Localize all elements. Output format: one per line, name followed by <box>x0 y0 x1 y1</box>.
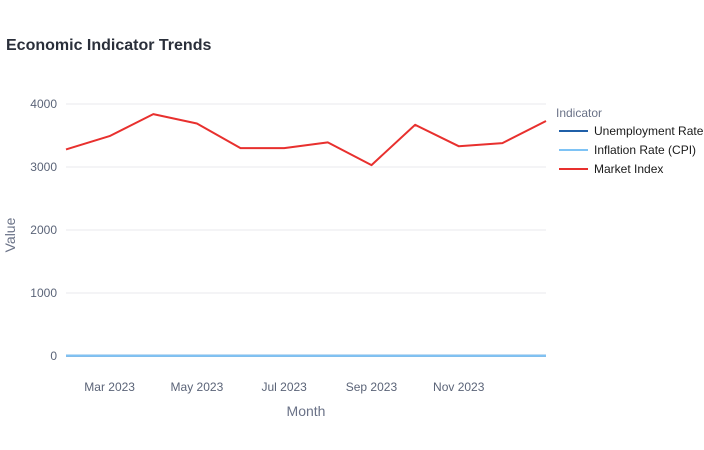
y-tick-label: 4000 <box>30 97 57 111</box>
legend-label: Inflation Rate (CPI) <box>594 143 696 157</box>
x-tick-label: Sep 2023 <box>346 380 398 394</box>
grid <box>66 103 546 357</box>
y-tick-label: 0 <box>50 349 57 363</box>
x-tick-label: Mar 2023 <box>84 380 135 394</box>
y-axis-title: Value <box>2 217 18 252</box>
plot-area <box>65 113 547 357</box>
chart-title: Economic Indicator Trends <box>6 37 211 54</box>
legend-title: Indicator <box>556 106 602 120</box>
y-tick-label: 2000 <box>30 223 57 237</box>
x-axis-ticks: Mar 2023 May 2023 Jul 2023 Sep 2023 Nov 2023 <box>84 380 484 394</box>
y-tick-label: 1000 <box>30 286 57 300</box>
legend-label: Market Index <box>594 162 663 176</box>
x-axis-title: Month <box>287 403 326 419</box>
x-tick-label: May 2023 <box>171 380 224 394</box>
y-tick-label: 3000 <box>30 160 57 174</box>
legend-label: Unemployment Rate <box>594 124 704 138</box>
x-tick-label: Nov 2023 <box>433 380 485 394</box>
y-axis-ticks: 0 1000 2000 3000 4000 <box>30 97 57 363</box>
x-tick-label: Jul 2023 <box>261 380 307 394</box>
series-line-market-index <box>65 113 547 167</box>
legend: Indicator Unemployment Rate Inflation Rat… <box>556 106 704 176</box>
